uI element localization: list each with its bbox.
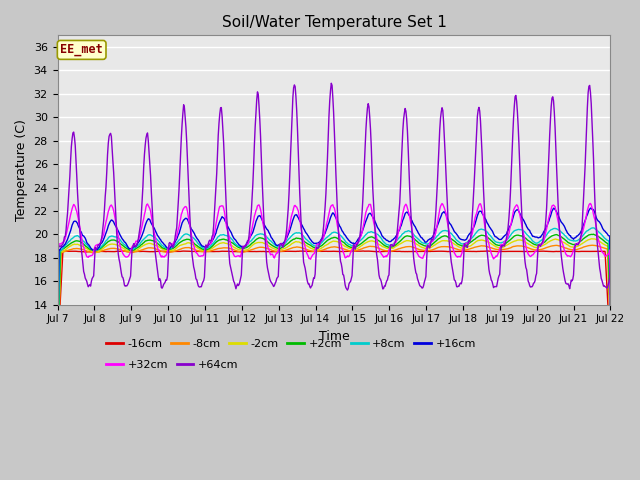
+64cm — [206, 237, 214, 243]
Line: -2cm: -2cm — [58, 239, 611, 360]
-16cm — [64, 248, 72, 254]
+64cm — [328, 80, 335, 86]
+2cm — [120, 244, 128, 250]
-8cm — [64, 248, 72, 253]
+8cm — [177, 236, 184, 241]
+64cm — [120, 282, 128, 288]
-8cm — [401, 244, 409, 250]
Y-axis label: Temperature (C): Temperature (C) — [15, 119, 28, 221]
-8cm — [120, 248, 128, 254]
-8cm — [177, 246, 184, 252]
-16cm — [122, 248, 130, 254]
+2cm — [589, 231, 597, 237]
+32cm — [401, 203, 409, 208]
Line: -8cm: -8cm — [58, 245, 611, 361]
+8cm — [206, 244, 214, 250]
+32cm — [417, 255, 425, 261]
-16cm — [402, 249, 410, 254]
+8cm — [120, 242, 128, 248]
+32cm — [64, 226, 72, 232]
+2cm — [64, 243, 72, 249]
+32cm — [54, 316, 61, 322]
+16cm — [401, 211, 409, 216]
-2cm — [64, 245, 72, 251]
Line: -16cm: -16cm — [58, 251, 611, 353]
Text: EE_met: EE_met — [60, 43, 103, 57]
+16cm — [587, 205, 595, 211]
Legend: +32cm, +64cm: +32cm, +64cm — [102, 356, 243, 374]
+16cm — [417, 235, 425, 240]
+16cm — [607, 291, 614, 297]
+64cm — [177, 151, 184, 157]
-2cm — [177, 242, 184, 248]
+16cm — [206, 241, 214, 247]
-2cm — [206, 247, 214, 252]
Title: Soil/Water Temperature Set 1: Soil/Water Temperature Set 1 — [221, 15, 447, 30]
+8cm — [417, 239, 425, 245]
-2cm — [120, 246, 128, 252]
+64cm — [64, 211, 72, 216]
Line: +64cm: +64cm — [58, 83, 611, 359]
+16cm — [64, 237, 72, 242]
+8cm — [589, 225, 596, 231]
-2cm — [401, 239, 409, 244]
+8cm — [607, 314, 614, 320]
-8cm — [607, 334, 614, 340]
+8cm — [54, 357, 61, 363]
-2cm — [607, 327, 614, 333]
-2cm — [417, 244, 425, 250]
-16cm — [120, 248, 128, 254]
-8cm — [206, 248, 214, 254]
+8cm — [64, 240, 72, 246]
-16cm — [418, 249, 426, 254]
-16cm — [177, 248, 185, 254]
+16cm — [177, 226, 184, 231]
X-axis label: Time: Time — [319, 330, 349, 343]
-16cm — [207, 249, 214, 254]
+64cm — [54, 356, 61, 362]
Line: +8cm: +8cm — [58, 228, 611, 360]
+2cm — [417, 241, 425, 247]
Line: +2cm: +2cm — [58, 234, 611, 360]
-8cm — [589, 242, 596, 248]
-2cm — [54, 358, 61, 363]
+64cm — [418, 285, 426, 291]
+2cm — [177, 239, 184, 245]
+2cm — [206, 245, 214, 251]
-16cm — [54, 350, 61, 356]
+2cm — [401, 234, 409, 240]
+64cm — [607, 255, 614, 261]
+16cm — [54, 357, 61, 362]
+16cm — [120, 239, 128, 245]
+32cm — [177, 216, 184, 222]
Line: +16cm: +16cm — [58, 208, 611, 360]
+32cm — [587, 201, 595, 206]
+64cm — [402, 108, 410, 114]
-8cm — [54, 358, 61, 364]
+2cm — [54, 357, 61, 363]
+32cm — [607, 319, 614, 324]
-2cm — [589, 236, 596, 241]
-8cm — [417, 247, 425, 253]
+8cm — [401, 229, 409, 235]
Line: +32cm: +32cm — [58, 204, 611, 322]
-16cm — [607, 350, 614, 356]
+2cm — [607, 325, 614, 331]
+32cm — [120, 253, 128, 259]
+32cm — [206, 241, 214, 247]
